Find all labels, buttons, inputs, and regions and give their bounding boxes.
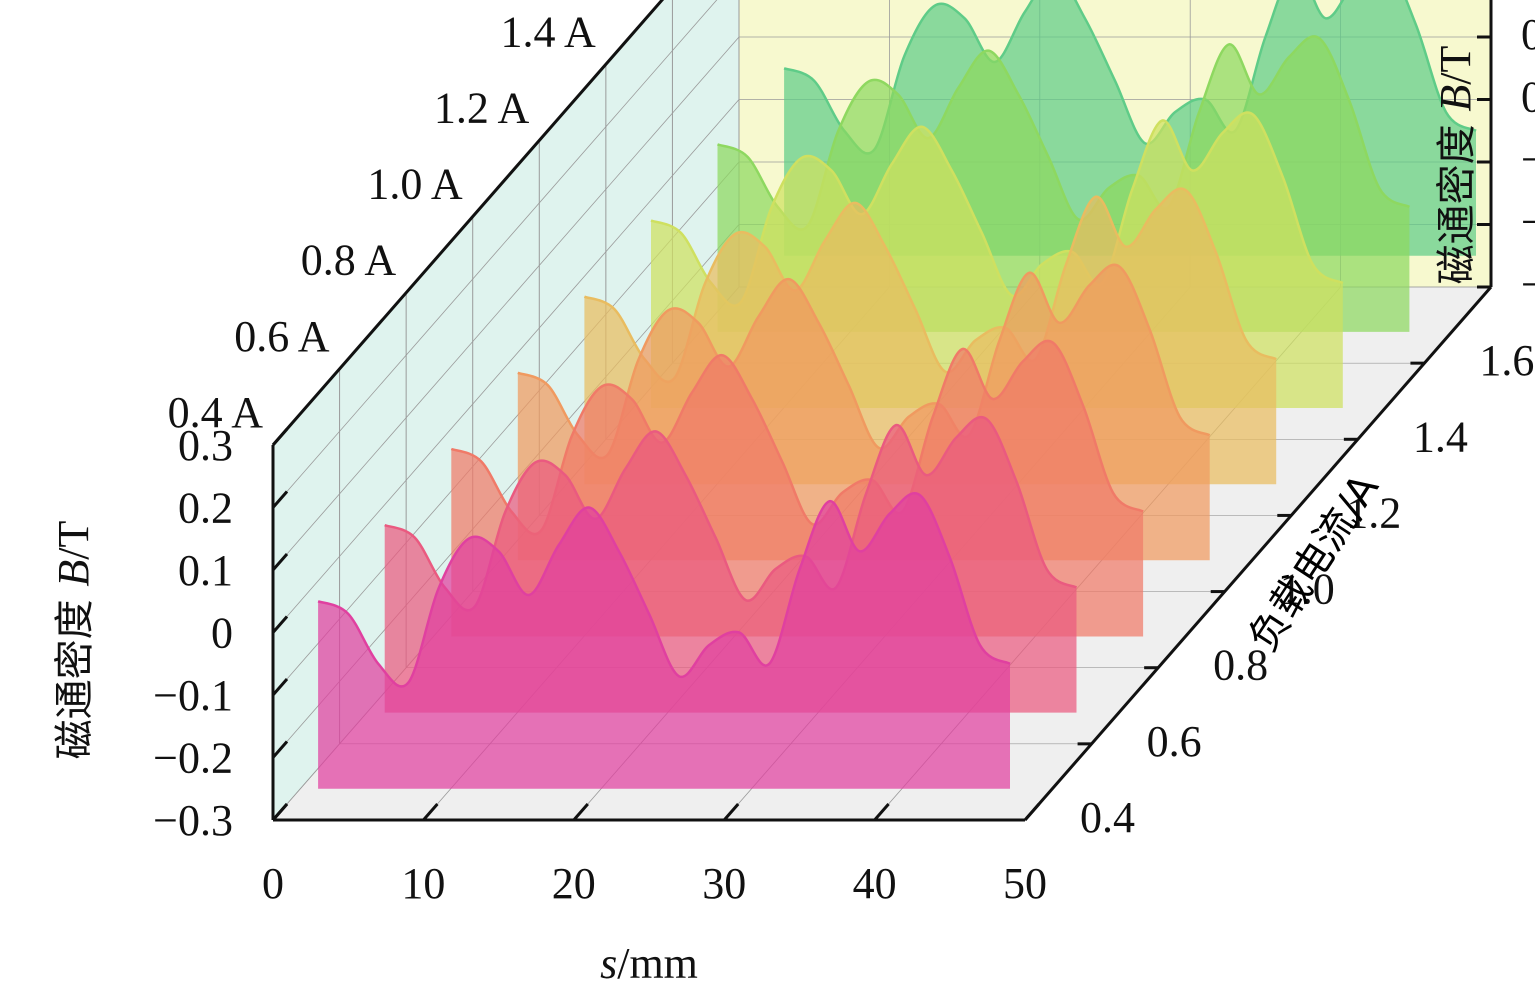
y-tick-mark xyxy=(271,740,289,759)
series-line xyxy=(450,339,1144,536)
y-tick-label-right: −0.3 xyxy=(1521,260,1535,309)
x-axis-label: s/mm xyxy=(600,939,698,988)
chart-axes xyxy=(271,0,1493,822)
series-label: 1.4 A xyxy=(500,7,596,56)
series-line xyxy=(384,415,1078,612)
x-tick-mark xyxy=(572,803,589,821)
z-tick-label: 1.2 xyxy=(1346,488,1401,537)
series-line xyxy=(517,263,1211,460)
x-tick-label: 0 xyxy=(262,859,284,908)
series-label: 1.0 A xyxy=(367,160,463,209)
series-area xyxy=(318,493,1011,789)
series-line xyxy=(583,187,1277,384)
y-tick-mark xyxy=(271,553,289,571)
z-tick-label: 0.8 xyxy=(1213,641,1268,690)
series-label: 0.8 A xyxy=(301,236,397,285)
y-tick-label-left: 0.2 xyxy=(178,484,233,533)
series-line xyxy=(783,0,1477,155)
side-wall-grid-line xyxy=(272,0,718,508)
x-tick-label: 40 xyxy=(853,859,897,908)
x-tick-mark xyxy=(873,803,890,821)
series-label: 0.4 A xyxy=(168,388,264,437)
x-tick-label: 20 xyxy=(552,859,596,908)
z-tick-label: 1.0 xyxy=(1280,565,1335,614)
y-tick-mark xyxy=(271,803,289,821)
series-layer xyxy=(317,0,1477,789)
y-tick-label-right: 0.1 xyxy=(1521,10,1535,59)
series-line xyxy=(650,111,1344,307)
z-tick-label: 1.6 xyxy=(1479,336,1534,385)
y-tick-label-left: 0 xyxy=(211,609,233,658)
axis-line xyxy=(1023,286,1493,821)
y-tick-mark xyxy=(271,428,289,446)
x-tick-label: 50 xyxy=(1003,859,1047,908)
y-tick-mark xyxy=(271,615,289,634)
z-tick-label: 0.6 xyxy=(1147,717,1202,766)
y-tick-label-left: −0.1 xyxy=(153,671,233,720)
y-tick-label-left: 0.3 xyxy=(178,421,233,470)
y-axis-label-right: 磁通密度 B/T xyxy=(1431,46,1480,285)
z-tick-label: 1.4 xyxy=(1413,412,1468,461)
side-wall-grid-line xyxy=(272,99,740,633)
y-tick-label-left: −0.3 xyxy=(153,796,233,845)
x-tick-mark xyxy=(1023,803,1041,821)
y-tick-mark xyxy=(271,678,289,696)
series-line xyxy=(317,492,1011,688)
series-label: 0.6 A xyxy=(234,312,330,361)
y-tick-label-left: 0.1 xyxy=(178,546,233,595)
x-tick-label: 30 xyxy=(702,859,746,908)
y-tick-label-right: −0.1 xyxy=(1521,135,1535,184)
y-axis-label-left: 磁通密度 B/T xyxy=(49,521,98,760)
series-0_4A xyxy=(317,492,1011,789)
z-tick-label: 0.4 xyxy=(1080,793,1135,842)
series-label: 1.2 A xyxy=(434,83,530,132)
x-tick-mark xyxy=(723,803,740,821)
axis-line xyxy=(271,0,665,446)
side-wall-grid-line xyxy=(272,36,740,571)
y-tick-label-right: 0 xyxy=(1521,73,1535,122)
x-tick-mark xyxy=(422,803,439,821)
y-tick-label-right: −0.2 xyxy=(1521,198,1535,247)
series-line xyxy=(717,35,1411,231)
x-tick-label: 10 xyxy=(401,859,445,908)
y-tick-mark xyxy=(271,490,289,509)
y-tick-label-left: −0.2 xyxy=(153,734,233,783)
